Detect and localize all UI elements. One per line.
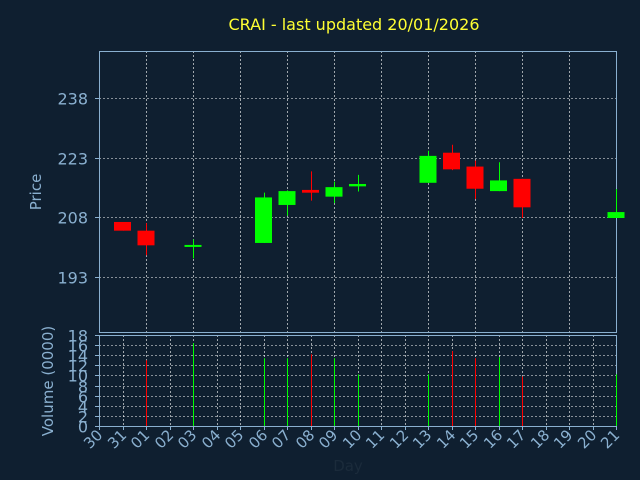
volume-y-tick-label: 12 [68, 357, 88, 376]
x-tick-label: 05 [221, 426, 247, 452]
candle-20 [607, 189, 625, 219]
candle-16 [513, 178, 531, 219]
x-tick-label: 11 [362, 426, 388, 452]
x-tick-label: 01 [127, 426, 153, 452]
x-tick-label: 07 [268, 426, 294, 452]
x-axis-ticks: 3031010203040506070809101112131415161718… [80, 426, 623, 452]
candle-body [325, 187, 343, 197]
candle-05 [255, 192, 272, 243]
volume-gridlines [99, 335, 617, 427]
price-y-tick-label: 223 [57, 150, 88, 169]
candle-body [490, 180, 507, 192]
x-tick-label: 19 [550, 426, 576, 452]
candle-31 [137, 223, 155, 256]
candle-body [302, 189, 319, 193]
price-axis-label: Price [27, 174, 45, 211]
candle-body [466, 166, 484, 189]
candle-body [184, 244, 202, 247]
candle-body [607, 212, 625, 219]
x-tick-label: 21 [597, 426, 623, 452]
candle-09 [349, 174, 366, 192]
candle-08 [325, 181, 343, 203]
volume-axis-label: Volume (0000) [39, 326, 57, 436]
candle-body [513, 178, 531, 208]
candle-12 [419, 150, 437, 183]
candle-body [443, 152, 460, 170]
candle-02 [184, 239, 202, 259]
volume-bars [146, 343, 617, 426]
price-gridlines [99, 51, 617, 332]
price-y-tick-label: 193 [57, 269, 88, 288]
volume-y-tick-label: 4 [78, 398, 88, 417]
candle-body [278, 191, 296, 205]
candle-07 [302, 171, 319, 201]
x-tick-label: 13 [409, 426, 435, 452]
volume-y-tick-label: 0 [78, 418, 88, 437]
candle-15 [490, 162, 507, 192]
x-tick-label: 03 [174, 426, 200, 452]
volume-y-tick-label: 14 [68, 347, 88, 366]
candle-14 [466, 160, 484, 200]
price-y-ticks: 193 208 223 238 [57, 90, 99, 288]
candle-30 [114, 221, 131, 231]
candle-body [137, 230, 155, 246]
candle-13 [443, 144, 460, 171]
volume-y-tick-label: 8 [78, 378, 88, 397]
candle-body [255, 197, 272, 243]
price-y-tick-label: 208 [57, 209, 88, 228]
x-axis-label: Day [333, 457, 363, 475]
volume-y-tick-label: 6 [78, 388, 88, 407]
x-tick-label: 17 [503, 426, 529, 452]
candles [114, 144, 625, 259]
candle-body [114, 221, 131, 231]
volume-y-tick-label: 18 [68, 327, 88, 346]
x-tick-label: 09 [315, 426, 341, 452]
volume-y-tick-label: 10 [68, 367, 88, 386]
volume-y-tick-label: 2 [78, 408, 88, 427]
volume-y-tick-label: 16 [68, 337, 88, 356]
x-tick-label: 15 [456, 426, 482, 452]
price-y-tick-label: 238 [57, 90, 88, 109]
chart-title: CRAI - last updated 20/01/2026 [228, 15, 479, 34]
price-plot-frame [99, 51, 617, 333]
candle-06 [278, 190, 296, 216]
candle-body [349, 183, 366, 187]
candle-body [419, 155, 437, 183]
